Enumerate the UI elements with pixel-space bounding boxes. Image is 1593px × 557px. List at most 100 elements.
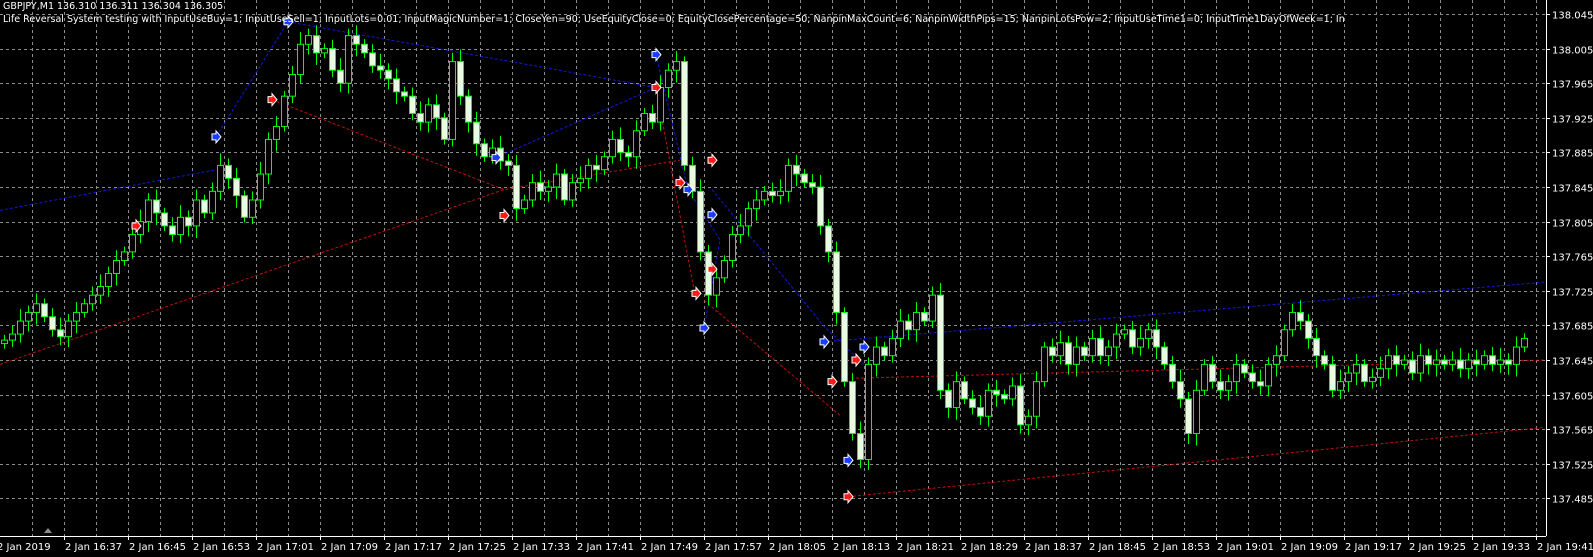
y-tick-label: 137.645 (1552, 357, 1593, 368)
bull-candle-body (1233, 363, 1240, 383)
bear-candle-body (353, 35, 360, 45)
candle (161, 207, 168, 232)
bear-candle-body (393, 78, 400, 93)
bull-candle-body (81, 303, 88, 313)
bull-candle-body (1225, 381, 1232, 391)
candle (1521, 333, 1528, 353)
bull-candle-body (777, 190, 784, 197)
bear-candle-body (537, 182, 544, 192)
bear-candle-body (849, 381, 856, 435)
candle (833, 241, 840, 325)
bull-candle-body (657, 87, 664, 123)
bear-candle-body (1249, 372, 1256, 383)
bull-candle-body (569, 182, 576, 201)
bull-candle-body (25, 311, 32, 322)
candle (361, 39, 368, 59)
buy-arrow-icon (211, 129, 222, 145)
x-tick-label: 2 Jan 19:01 (1217, 542, 1274, 553)
x-tick-label: 2 Jan 16:37 (65, 542, 122, 553)
candle (1241, 359, 1248, 379)
x-tick-label: 2 Jan 17:41 (577, 542, 634, 553)
bull-candle-body (17, 320, 24, 335)
bear-candle-body (681, 61, 688, 166)
candle (1337, 369, 1344, 399)
candle (369, 44, 376, 73)
buy-arrow-icon (491, 150, 502, 165)
bear-candle-body (329, 48, 336, 71)
bull-candle-body (1449, 359, 1456, 365)
bear-candle-body (961, 381, 968, 400)
candle (281, 90, 288, 132)
bear-candle-body (1097, 337, 1104, 357)
buy-arrow-icon (859, 339, 870, 355)
bull-candle-body (73, 311, 80, 322)
candle (817, 174, 824, 235)
buy-trade-line (287, 21, 657, 89)
candle (1017, 373, 1024, 434)
candle (1025, 409, 1032, 436)
bear-candle-body (857, 433, 864, 461)
bear-candle-body (1177, 381, 1184, 400)
buy-trade-line (215, 21, 289, 138)
bear-candle-body (337, 69, 344, 84)
sell-arrow-icon (827, 374, 838, 390)
bull-candle-body (425, 104, 432, 123)
candle (1233, 353, 1240, 394)
bull-candle-body (1385, 355, 1392, 370)
candle (233, 167, 240, 208)
y-tick-label: 137.845 (1552, 184, 1593, 195)
bull-candle-body (129, 234, 136, 253)
candle (609, 130, 616, 164)
candle (1177, 369, 1184, 408)
candle (1185, 392, 1192, 444)
candle (1121, 324, 1128, 340)
bear-candle-body (161, 212, 168, 227)
y-tick-label: 138.045 (1552, 11, 1593, 22)
buy-arrow-icon (843, 452, 854, 468)
ea-parameters: Life Reversal System testing with InputU… (3, 14, 1345, 25)
bear-candle-body (817, 186, 824, 227)
bear-candle-body (241, 195, 248, 218)
bear-candle-body (617, 138, 624, 153)
x-tick-label: 2 Jan 19:25 (1409, 542, 1466, 553)
candle (1377, 356, 1384, 386)
candle (217, 153, 224, 200)
y-tick-label: 138.005 (1552, 46, 1593, 57)
bear-candle-body (1185, 398, 1192, 435)
bull-candle-body (1513, 346, 1520, 365)
candle (1433, 349, 1440, 377)
x-tick-label: 2 Jan 18:13 (833, 542, 890, 553)
candle (1385, 348, 1392, 380)
bear-candle-body (905, 320, 912, 331)
bull-candle-body (673, 61, 680, 71)
bull-candle-body (721, 260, 728, 279)
candle (1273, 345, 1280, 377)
candle (929, 286, 936, 329)
candle (377, 53, 384, 79)
candle (473, 111, 480, 156)
candle (1313, 328, 1320, 368)
candle (1297, 300, 1304, 330)
candle (169, 217, 176, 242)
candle (793, 155, 800, 187)
candle (1457, 347, 1464, 378)
candle (57, 317, 64, 346)
bear-candle-body (1161, 346, 1168, 365)
bear-candle-body (993, 389, 1000, 396)
candle (177, 205, 184, 244)
sell-arrow-icon (651, 80, 662, 95)
bull-candle-body (297, 43, 304, 76)
buy-trade-line (495, 87, 657, 159)
candle (185, 210, 192, 237)
bear-candle-body (841, 311, 848, 383)
candle (65, 314, 72, 348)
candle (601, 151, 608, 175)
bull-candle-body (1113, 333, 1120, 348)
x-tick-label: 2 Jan 16:53 (193, 542, 250, 553)
y-tick-label: 137.885 (1552, 149, 1593, 160)
bear-candle-body (945, 389, 952, 409)
sell-trade-line (703, 299, 841, 416)
candle (977, 395, 984, 425)
x-tick-label: 2 Jan 17:49 (641, 542, 698, 553)
